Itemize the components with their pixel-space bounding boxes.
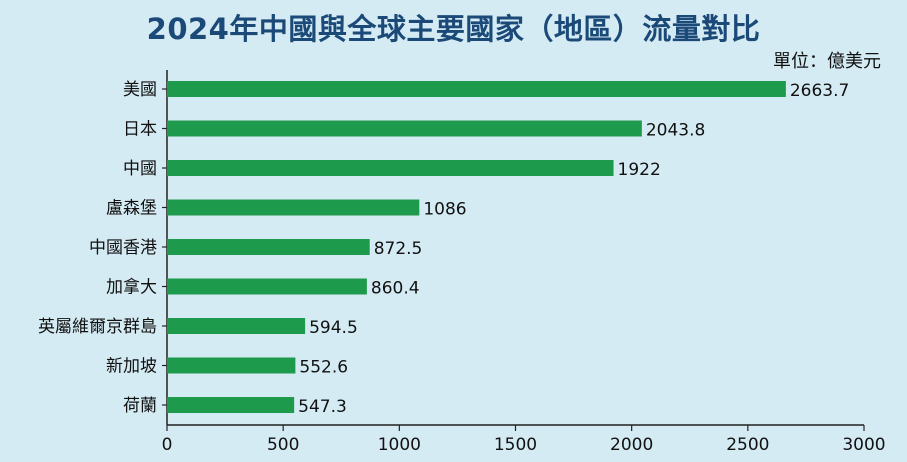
bar — [167, 160, 614, 176]
bar — [167, 199, 420, 216]
category-label: 中國 — [123, 159, 157, 179]
bar — [167, 120, 642, 137]
x-tick-label: 2000 — [610, 435, 653, 455]
x-tick-label: 3000 — [842, 435, 885, 455]
category-label: 日本 — [123, 120, 157, 140]
category-label: 盧森堡 — [106, 199, 157, 219]
x-tick-label: 1500 — [494, 435, 537, 455]
category-label: 新加坡 — [106, 357, 157, 377]
category-label: 美國 — [123, 80, 157, 100]
x-tick-label: 2500 — [726, 435, 769, 455]
unit-label: 單位：億美元 — [773, 51, 881, 72]
bar — [167, 397, 295, 413]
data-label: 872.5 — [374, 239, 423, 259]
bar — [167, 81, 786, 97]
data-label: 594.5 — [309, 318, 358, 338]
bar — [167, 239, 370, 255]
data-label: 1922 — [618, 160, 661, 180]
category-label: 加拿大 — [106, 277, 157, 298]
data-label: 552.6 — [299, 358, 348, 378]
x-tick-label: 1000 — [378, 435, 421, 455]
data-label: 1086 — [423, 200, 466, 220]
data-label: 2663.7 — [790, 81, 849, 101]
x-tick-label: 0 — [162, 435, 173, 455]
bar — [167, 318, 306, 334]
data-label: 860.4 — [371, 279, 420, 299]
chart-title: 2024年中國與全球主要國家（地區）流量對比 — [146, 12, 761, 46]
category-label: 中國香港 — [89, 238, 157, 258]
category-label: 英屬維爾京群島 — [38, 317, 157, 337]
data-label: 547.3 — [298, 397, 347, 417]
data-label: 2043.8 — [646, 121, 705, 141]
bar — [167, 278, 367, 295]
category-label: 荷蘭 — [123, 396, 157, 416]
x-tick-label: 500 — [267, 435, 299, 455]
bar — [167, 357, 296, 374]
